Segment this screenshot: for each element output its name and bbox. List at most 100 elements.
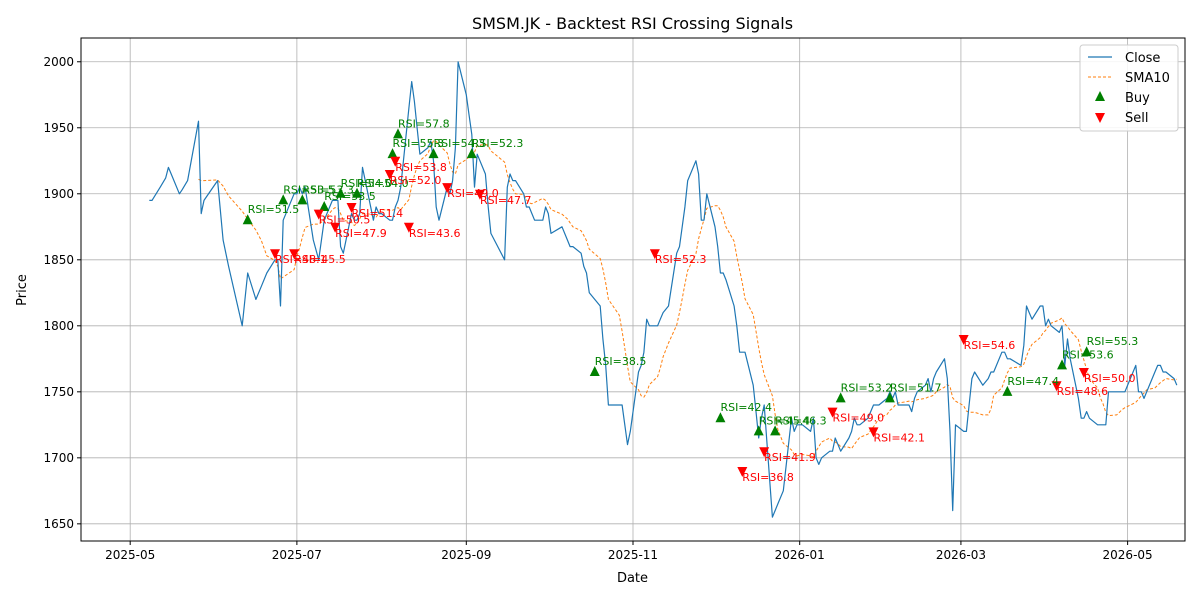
buy-marker (589, 366, 600, 377)
buy-annotation: RSI=55.3 (1087, 335, 1139, 348)
buy-marker (466, 148, 477, 159)
signal-annotations: RSI=51.5RSI=53.5RSI=53.3RSI=53.5RSI=54.0… (248, 117, 1139, 484)
y-tick-label: 1700 (43, 451, 74, 465)
y-tick-label: 1650 (43, 517, 74, 531)
sell-marker (1078, 368, 1089, 379)
sell-marker (442, 183, 453, 194)
y-tick-label: 2000 (43, 55, 74, 69)
x-axis-label: Date (617, 571, 648, 586)
y-tick-label: 1750 (43, 385, 74, 399)
signal-markers (242, 128, 1092, 478)
buy-marker (770, 425, 781, 436)
buy-annotation: RSI=52.3 (472, 137, 524, 150)
sell-annotation: RSI=52.3 (655, 253, 707, 266)
y-tick-label: 1900 (43, 187, 74, 201)
sma10-series (198, 140, 1177, 458)
x-tick-label: 2026-03 (936, 548, 986, 562)
sell-annotation: RSI=42.1 (873, 431, 925, 444)
buy-marker (335, 187, 346, 198)
buy-annotation: RSI=53.2 (841, 381, 893, 394)
buy-marker (835, 392, 846, 403)
sell-annotation: RSI=53.8 (395, 161, 447, 174)
sell-marker (403, 222, 414, 233)
sell-annotation: RSI=49.0 (447, 187, 499, 200)
x-tick-label: 2026-01 (775, 548, 825, 562)
chart-title: SMSM.JK - Backtest RSI Crossing Signals (472, 14, 793, 33)
sell-marker (384, 169, 395, 180)
buy-marker (297, 194, 308, 205)
sell-annotation: RSI=48.1 (275, 253, 327, 266)
grid-lines (81, 38, 1185, 541)
sell-annotation: RSI=45.5 (294, 253, 346, 266)
sell-marker (474, 189, 485, 200)
x-tick-label: 2025-05 (105, 548, 155, 562)
buy-marker (884, 392, 895, 403)
buy-annotation: RSI=45.4 (759, 414, 811, 427)
sell-marker (827, 407, 838, 418)
y-tick-label: 1850 (43, 253, 74, 267)
buy-annotation: RSI=51.7 (890, 381, 942, 394)
y-tick-label: 1800 (43, 319, 74, 333)
close-series (149, 61, 1178, 518)
buy-annotation: RSI=42.4 (720, 401, 772, 414)
buy-marker (278, 194, 289, 205)
sell-marker (868, 427, 879, 438)
buy-marker (392, 128, 403, 139)
sell-annotation: RSI=54.6 (964, 339, 1016, 352)
buy-marker (319, 200, 330, 211)
sell-annotation: RSI=43.6 (409, 227, 461, 240)
buy-annotation: RSI=53.5 (324, 190, 376, 203)
sell-annotation: RSI=41.9 (764, 451, 816, 464)
sell-annotation: RSI=47.7 (480, 194, 532, 207)
sell-annotation: RSI=47.9 (335, 227, 387, 240)
buy-annotation: RSI=55.3 (393, 137, 445, 150)
sell-annotation: RSI=50.0 (1084, 372, 1136, 385)
sell-marker (390, 156, 401, 167)
buy-annotation: RSI=47.4 (1007, 375, 1059, 388)
buy-marker (1002, 385, 1013, 396)
sell-marker (270, 249, 281, 260)
y-axis: 1650 1700 1750 1800 1850 1900 1950 2000 (43, 55, 81, 531)
x-tick-label: 2025-09 (441, 548, 491, 562)
legend-label: Buy (1125, 91, 1150, 106)
buy-marker (753, 425, 764, 436)
sma10-line (198, 140, 1177, 458)
buy-annotation: RSI=38.5 (595, 355, 647, 368)
buy-marker (1081, 346, 1092, 357)
buy-annotation: RSI=54.0 (357, 177, 409, 190)
buy-annotation: RSI=46.3 (775, 414, 827, 427)
close-line (149, 61, 1178, 518)
sell-annotation: RSI=36.8 (742, 471, 794, 484)
sell-marker (1051, 381, 1062, 392)
buy-annotation: RSI=53.3 (302, 183, 354, 196)
sell-marker (289, 249, 300, 260)
legend-buy-swatch (1095, 91, 1105, 101)
y-axis-label: Price (15, 274, 30, 306)
sell-marker (330, 222, 341, 233)
buy-annotation: RSI=53.6 (1062, 348, 1114, 361)
sell-marker (313, 209, 324, 220)
sell-annotation: RSI=51.4 (352, 207, 404, 220)
sell-marker (737, 467, 748, 478)
x-tick-label: 2025-11 (608, 548, 658, 562)
legend-box (1079, 44, 1179, 132)
buy-marker (428, 148, 439, 159)
buy-annotation: RSI=54.3 (434, 137, 486, 150)
buy-annotation: RSI=54.0 (341, 177, 393, 190)
buy-marker (352, 187, 362, 198)
buy-marker (387, 148, 398, 159)
y-tick-label: 1950 (43, 121, 74, 135)
sell-marker (958, 335, 969, 346)
sell-marker (759, 447, 770, 458)
buy-marker (1057, 359, 1068, 370)
buy-annotation: RSI=51.5 (248, 203, 300, 216)
x-tick-label: 2026-05 (1103, 548, 1153, 562)
x-tick-label: 2025-07 (272, 548, 322, 562)
buy-annotation: RSI=57.8 (398, 117, 450, 130)
sell-annotation: RSI=48.6 (1057, 385, 1109, 398)
legend-label: Sell (1125, 111, 1148, 126)
legend-label: Close (1125, 51, 1160, 66)
legend: Close SMA10 Buy Sell (1079, 44, 1179, 132)
